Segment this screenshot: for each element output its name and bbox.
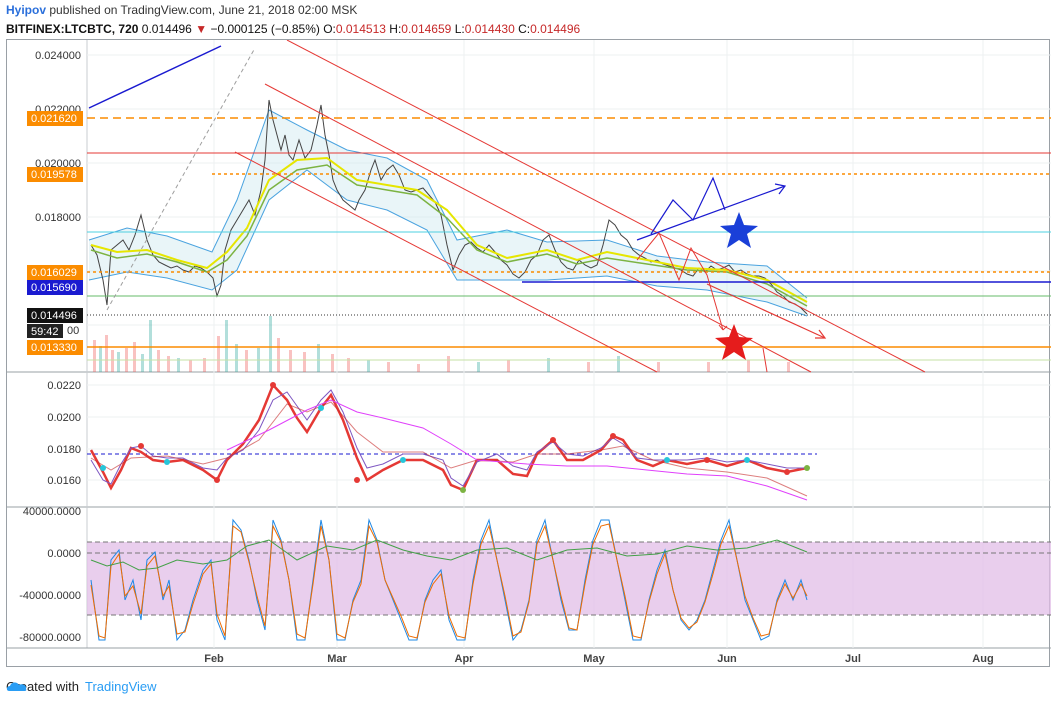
red-star-icon[interactable] xyxy=(715,324,753,360)
tag-text-4: 0.015690 xyxy=(31,282,77,294)
author-name[interactable]: Hyipov xyxy=(6,3,47,17)
osc1-red-line xyxy=(89,382,808,492)
x-label-feb: Feb xyxy=(204,653,224,665)
tag-text-6: 59:42 xyxy=(31,326,59,338)
upper-band xyxy=(88,109,808,299)
open-value: 0.014513 xyxy=(335,22,386,36)
price-tags: 0.021620 0.019578 0.016029 0.015690 0.01… xyxy=(27,111,83,355)
lower-band xyxy=(88,169,808,317)
channel-line-bottom[interactable] xyxy=(234,151,658,373)
tag-text-8: 00 xyxy=(67,325,79,337)
osc2-green-line xyxy=(90,539,808,571)
price-line xyxy=(90,99,808,315)
tag-text-1: 0.021620 xyxy=(31,113,77,125)
tag-bg-4 xyxy=(27,280,83,295)
osc1-magenta-line xyxy=(226,399,808,501)
high-label: H: xyxy=(389,22,402,36)
blue-arrow[interactable] xyxy=(636,185,786,241)
publish-text: published on TradingView.com, June 21, 2… xyxy=(49,3,358,17)
x-axis: Feb Mar Apr May Jun Jul Aug xyxy=(204,653,993,665)
x-label-aug: Aug xyxy=(972,653,993,665)
chart-svg[interactable]: 0.024000 0.022000 0.020000 0.018000 0.02… xyxy=(7,40,1051,668)
blue-trendline[interactable] xyxy=(88,45,222,109)
chart-canvas[interactable]: 0.024000 0.022000 0.020000 0.018000 0.02… xyxy=(6,39,1051,668)
tag-bg-3 xyxy=(27,265,83,280)
x-label-jun: Jun xyxy=(717,653,737,665)
channel-line-mid[interactable] xyxy=(264,83,812,373)
tag-text-2: 0.019578 xyxy=(31,169,77,181)
y-tick-price-0: 0.024000 xyxy=(35,50,81,62)
volume-bars xyxy=(93,316,790,372)
publish-info: Hyipov published on TradingView.com, Jun… xyxy=(6,3,357,17)
tradingview-brand-label: TradingView xyxy=(84,679,157,694)
channel-line-top[interactable] xyxy=(286,40,926,373)
red-arrow[interactable] xyxy=(706,283,826,339)
blue-projection[interactable] xyxy=(650,176,726,235)
osc1-dots xyxy=(100,382,810,493)
y-tick-osc1-2: 0.0180 xyxy=(47,444,81,456)
tag-bg-7 xyxy=(27,340,83,355)
x-label-mar: Mar xyxy=(327,653,347,665)
tag-bg-1 xyxy=(27,111,83,126)
y-tick-osc1-1: 0.0200 xyxy=(47,412,81,424)
x-label-apr: Apr xyxy=(455,653,475,665)
last-price: 0.014496 xyxy=(141,22,192,36)
y-tick-price-3: 0.018000 xyxy=(35,212,81,224)
footer: Created with TradingView xyxy=(6,679,157,694)
tag-bg-2 xyxy=(27,167,83,182)
symbol-header: BITFINEX:LTCBTC, 720 0.014496 ▼ −0.00012… xyxy=(6,22,580,36)
open-label: O: xyxy=(323,22,336,36)
low-label: L: xyxy=(454,22,465,36)
x-label-may: May xyxy=(583,653,605,665)
red-projection[interactable] xyxy=(636,232,724,331)
tag-text-7: 0.013330 xyxy=(31,342,77,354)
osc1-y-axis: 0.0220 0.0200 0.0180 0.0160 xyxy=(47,380,81,487)
low-value: 0.014430 xyxy=(464,22,515,36)
symbol-label: BITFINEX:LTCBTC, 720 xyxy=(6,22,139,36)
ma-green xyxy=(90,164,808,307)
y-tick-osc2-0: 40000.0000 xyxy=(23,506,81,518)
tag-bg-5 xyxy=(27,308,83,323)
y-tick-osc1-0: 0.0220 xyxy=(47,380,81,392)
y-tick-osc2-3: -80000.0000 xyxy=(19,632,81,644)
osc2-orange-line xyxy=(90,523,808,639)
tag-text-5: 0.014496 xyxy=(31,310,77,322)
osc1-dark-line xyxy=(90,401,808,497)
horizontal-grid xyxy=(87,54,1051,481)
close-value: 0.014496 xyxy=(530,22,581,36)
ma-yellow xyxy=(90,156,808,303)
tag-text-3: 0.016029 xyxy=(31,267,77,279)
tradingview-logo-icon xyxy=(6,682,27,691)
close-label: C: xyxy=(518,22,531,36)
x-label-jul: Jul xyxy=(845,653,861,665)
price-change: −0.000125 (−0.85%) xyxy=(210,22,320,36)
band-fill xyxy=(89,110,807,316)
osc1-purple-line xyxy=(90,389,807,487)
y-tick-osc1-3: 0.0160 xyxy=(47,475,81,487)
blue-star-icon[interactable] xyxy=(720,212,758,248)
tag-bg-6 xyxy=(27,324,63,338)
osc2-y-axis: 40000.0000 0.0000 -40000.0000 -80000.000… xyxy=(19,506,81,644)
y-tick-osc2-2: -40000.0000 xyxy=(19,590,81,602)
high-value: 0.014659 xyxy=(401,22,452,36)
price-y-axis: 0.024000 0.022000 0.020000 0.018000 xyxy=(35,50,81,224)
candles xyxy=(90,99,808,315)
y-tick-osc2-1: 0.0000 xyxy=(47,548,81,560)
tradingview-link[interactable]: TradingView xyxy=(6,679,157,694)
grey-dashed-line[interactable] xyxy=(106,47,256,311)
change-arrow-icon: ▼ xyxy=(195,22,208,36)
